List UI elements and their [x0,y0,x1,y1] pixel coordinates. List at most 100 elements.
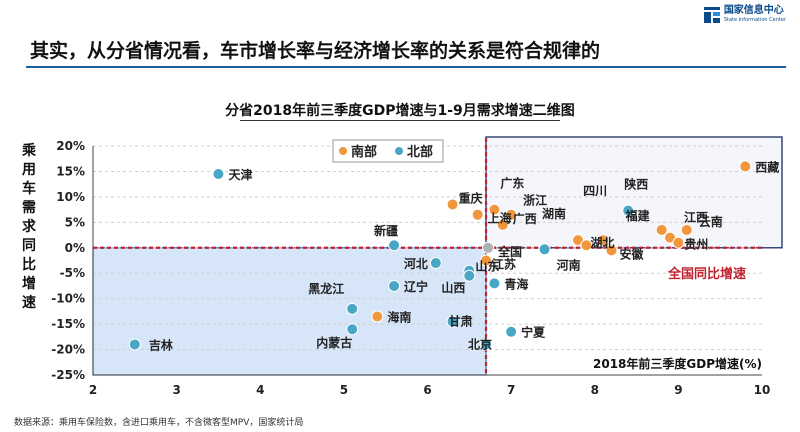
data-point [680,223,693,236]
page-headline: 其实，从分省情况看，车市增长率与经济增长率的关系是符合规律的 [30,40,601,62]
data-point-label: 广东 [500,176,524,191]
data-point-label: 宁夏 [521,325,546,340]
data-point-label: 江西 [684,210,708,225]
data-point-label: 黑龙江 [308,281,344,296]
data-point-label: 湖北 [590,235,614,250]
data-point-label: 河南 [556,257,581,272]
y-tick-label: 0% [65,241,85,255]
lower-left-quadrant-box [92,247,487,376]
y-axis-label: 乘用车需求同比增速 [22,143,36,311]
data-point [429,257,442,270]
data-point-label: 新疆 [374,223,398,238]
x-tick-label: 3 [172,383,180,397]
data-point [463,269,476,282]
y-tick-label: 15% [56,164,85,178]
data-point [212,167,225,180]
data-point-label: 上海 [488,211,512,226]
data-point-label: 天津 [228,167,252,182]
y-tick-label: 10% [56,190,85,204]
data-point-label: 浙江 [523,193,547,208]
headline-divider [26,66,786,68]
data-point [605,244,618,257]
data-point [505,325,518,338]
y-tick-label: -10% [51,292,85,306]
data-point [488,277,501,290]
data-point [505,208,518,221]
data-point-label: 江苏 [492,257,516,272]
data-point [346,323,359,336]
data-point [622,204,635,217]
header-logo: 国家信息中心 State Information Center [703,5,786,23]
x-tick-label: 6 [423,383,431,397]
data-point-label: 陕西 [624,177,648,192]
logo-chinese-name: 国家信息中心 [723,5,784,16]
data-point [471,208,484,221]
data-point-label: 河北 [403,256,428,271]
data-point-label: 青海 [504,276,528,291]
data-point-label: 云南 [699,214,723,229]
logo-english-name: State Information Center [723,17,786,23]
data-point-label: 福建 [625,208,651,223]
data-point-label: 北京 [468,336,492,351]
data-point-label: 贵州 [684,237,708,252]
data-point [388,239,401,252]
y-tick-label: 5% [65,215,85,229]
y-tick-label: -25% [51,368,85,382]
data-point [538,243,551,256]
x-tick-label: 10 [754,383,771,397]
national-point-label: 全国 [497,244,522,259]
legend-box [332,139,444,163]
state-info-center-logo-icon [703,6,720,23]
data-point-label: 山东 [475,259,499,274]
data-point-label: 海南 [387,309,411,324]
x-tick-label: 7 [507,383,515,397]
data-point-label: 山西 [441,280,465,295]
data-point [446,198,459,211]
data-point [346,302,359,315]
y-tick-label: -5% [60,266,85,280]
data-point [496,218,509,231]
legend-label: 南部 [351,144,377,160]
data-point-label: 四川 [583,184,607,198]
data-point-label: 甘肃 [449,314,473,329]
data-point [480,338,493,351]
legend-marker [339,147,347,155]
y-tick-label: 20% [56,139,85,153]
national-line-label: 全国同比增速 [667,266,746,282]
data-point [739,160,752,173]
y-tick-label: -15% [51,317,85,331]
x-tick-label: 4 [256,383,264,397]
legend-label: 北部 [407,144,433,160]
data-point [672,236,685,249]
data-point [371,310,384,323]
national-point [482,241,495,254]
data-point [580,239,593,252]
legend-marker [395,147,403,155]
chart-title-underline [240,120,560,121]
source-note: 数据来源：乘用车保险数，含进口乘用车，不含微客型MPV，国家统计局 [14,418,304,428]
y-tick-label: -20% [51,343,85,357]
data-point-label: 吉林 [149,337,173,352]
upper-right-quadrant-box [485,136,783,249]
x-tick-label: 5 [340,383,348,397]
data-point-label: 内蒙古 [316,335,352,350]
data-point [597,234,610,247]
data-point [388,279,401,292]
data-point-label: 湖南 [542,206,566,221]
data-point [480,254,493,267]
data-point-label: 安徽 [619,246,644,261]
data-point-label: 重庆 [459,191,483,206]
data-point [446,315,459,328]
data-point-label: 西藏 [755,159,779,174]
data-point-label: 广西 [513,211,537,226]
data-point [488,203,501,216]
x-axis-title: 2018年前三季度GDP增速(%) [593,356,762,371]
x-tick-label: 8 [591,383,599,397]
data-point [655,223,668,236]
data-point-label: 辽宁 [404,279,428,294]
x-tick-label: 9 [674,383,682,397]
x-tick-label: 2 [89,383,97,397]
data-point [128,338,141,351]
chart-title: 分省2018年前三季度GDP增速与1-9月需求增速二维图 [225,103,575,119]
